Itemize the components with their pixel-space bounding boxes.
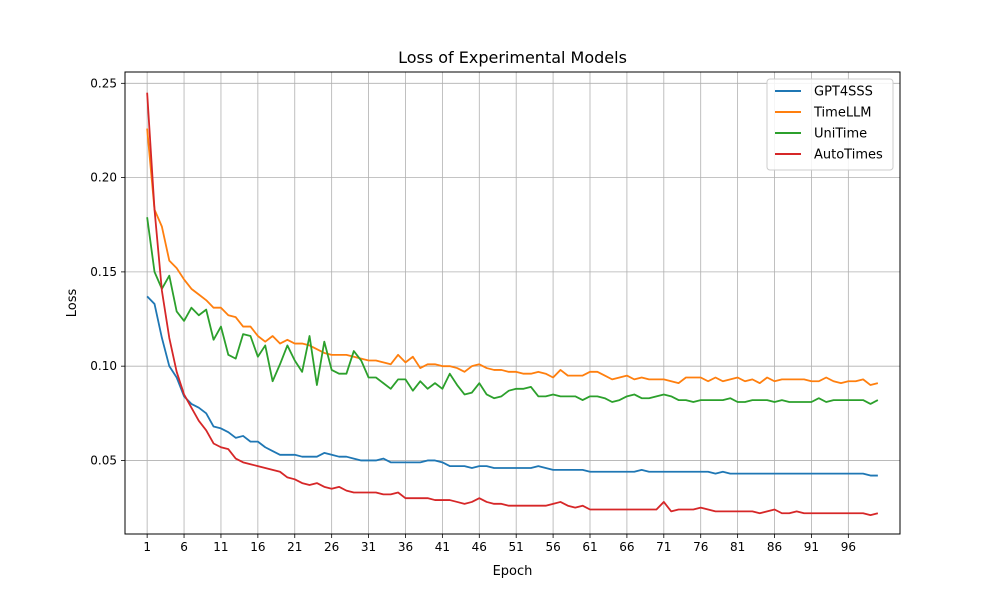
x-tick-label: 96 <box>841 540 856 554</box>
legend-box <box>766 78 894 171</box>
series-line-autotimes <box>146 92 879 517</box>
x-tick-label: 26 <box>324 540 339 554</box>
legend-label-gpt4sss: GPT4SSS <box>814 85 873 100</box>
legend-items: GPT4SSS TimeLLM UniTime AutoTimes <box>775 85 883 163</box>
legend-label-autotimes: AutoTimes <box>814 148 883 163</box>
x-tick-label: 21 <box>287 540 302 554</box>
x-tick-label: 31 <box>361 540 376 554</box>
x-tick-label: 16 <box>250 540 265 554</box>
x-tick-label: 36 <box>398 540 413 554</box>
x-tick-label: 66 <box>619 540 634 554</box>
x-tick-label: 51 <box>509 540 524 554</box>
x-tick-label: 76 <box>693 540 708 554</box>
x-axis-ticks: 1 6 11 16 21 26 31 36 41 46 51 56 61 66 71 76 81 86 91 96 <box>143 534 856 554</box>
x-tick-label: 11 <box>213 540 228 554</box>
y-tick-label: 0.15 <box>90 265 117 279</box>
y-tick-label: 0.10 <box>90 359 117 373</box>
y-tick-label: 0.05 <box>90 453 117 467</box>
x-tick-label: 46 <box>472 540 487 554</box>
x-tick-label: 71 <box>656 540 671 554</box>
chart-title: Loss of Experimental Models <box>398 48 627 67</box>
y-axis-ticks: 0.05 0.10 0.15 0.20 0.25 <box>90 76 125 467</box>
series-line-timellm <box>146 128 879 386</box>
x-tick-label: 56 <box>545 540 560 554</box>
x-tick-label: 86 <box>767 540 782 554</box>
legend-label-unitime: UniTime <box>814 127 867 142</box>
axes-frame <box>124 71 901 535</box>
x-tick-label: 6 <box>180 540 188 554</box>
x-axis-label: Epoch <box>493 564 533 579</box>
grid-lines <box>125 72 900 534</box>
x-tick-label: 81 <box>730 540 745 554</box>
legend-label-timellm: TimeLLM <box>813 106 872 121</box>
series-line-unitime <box>146 217 879 405</box>
series-line-gpt4sss <box>146 295 878 477</box>
x-tick-label: 41 <box>435 540 450 554</box>
y-tick-label: 0.25 <box>90 76 117 90</box>
y-axis-label: Loss <box>65 289 80 318</box>
x-tick-label: 91 <box>804 540 819 554</box>
x-tick-label: 1 <box>143 540 151 554</box>
legend: GPT4SSS TimeLLM UniTime AutoTimes <box>766 78 894 171</box>
y-tick-label: 0.20 <box>90 171 117 185</box>
x-tick-label: 61 <box>582 540 597 554</box>
series-lines <box>146 92 879 517</box>
